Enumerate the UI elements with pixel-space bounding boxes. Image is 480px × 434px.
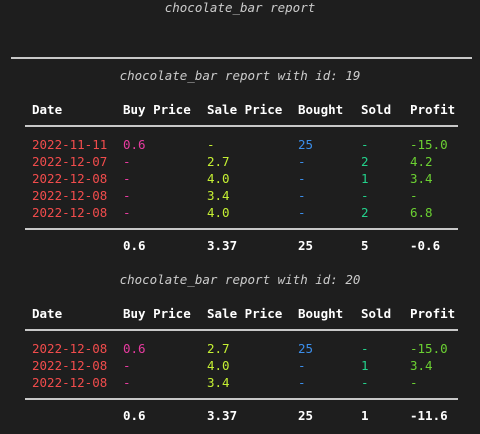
- buy-price-cell: -: [123, 375, 131, 390]
- sale-price-cell: 4.0: [207, 171, 230, 186]
- table-row: 2022-12-07 - 2.7 - 2 4.2: [0, 154, 480, 171]
- total-sold: 1: [361, 408, 369, 423]
- header-bought: Bought: [298, 102, 344, 117]
- header-sale-price: Sale Price: [207, 102, 283, 117]
- bought-cell: -: [298, 171, 306, 186]
- buy-price-cell: -: [123, 205, 131, 220]
- profit-cell: -15.0: [410, 137, 448, 152]
- sold-cell: -: [361, 341, 369, 356]
- sale-price-cell: -: [207, 137, 215, 152]
- totals-divider: [25, 398, 458, 400]
- profit-cell: 4.2: [410, 154, 433, 169]
- date-cell: 2022-12-08: [32, 341, 108, 356]
- total-profit: -11.6: [410, 408, 448, 423]
- bought-cell: -: [298, 154, 306, 169]
- total-buy-price: 0.6: [123, 408, 146, 423]
- header-profit: Profit: [410, 306, 456, 321]
- sold-cell: -: [361, 375, 369, 390]
- bought-cell: 25: [298, 341, 314, 356]
- header-divider: [25, 329, 458, 331]
- section-title: chocolate_bar report with id: 19: [119, 68, 361, 83]
- total-buy-price: 0.6: [123, 238, 146, 253]
- table-row: 2022-11-11 0.6 - 25 - -15.0: [0, 137, 480, 154]
- sold-cell: 2: [361, 154, 369, 169]
- profit-cell: 6.8: [410, 205, 433, 220]
- buy-price-cell: -: [123, 154, 131, 169]
- table-header-row: Date Buy Price Sale Price Bought Sold Pr…: [0, 306, 480, 323]
- total-bought: 25: [298, 408, 314, 423]
- header-sold: Sold: [361, 102, 392, 117]
- bought-cell: -: [298, 205, 306, 220]
- buy-price-cell: -: [123, 358, 131, 373]
- date-cell: 2022-12-08: [32, 205, 108, 220]
- total-sale-price: 3.37: [207, 408, 238, 423]
- header-sale-price: Sale Price: [207, 306, 283, 321]
- section-title: chocolate_bar report with id: 20: [119, 272, 361, 287]
- sold-cell: -: [361, 188, 369, 203]
- header-sold: Sold: [361, 306, 392, 321]
- buy-price-cell: 0.6: [123, 137, 146, 152]
- date-cell: 2022-12-08: [32, 171, 108, 186]
- table-row: 2022-12-08 - 3.4 - - -: [0, 188, 480, 205]
- totals-divider: [25, 228, 458, 230]
- date-cell: 2022-12-08: [32, 358, 108, 373]
- sold-cell: -: [361, 137, 369, 152]
- header-divider: [25, 125, 458, 127]
- sale-price-cell: 2.7: [207, 341, 230, 356]
- bought-cell: -: [298, 188, 306, 203]
- total-bought: 25: [298, 238, 314, 253]
- total-sale-price: 3.37: [207, 238, 238, 253]
- sale-price-cell: 4.0: [207, 205, 230, 220]
- profit-cell: 3.4: [410, 171, 433, 186]
- table-row: 2022-12-08 - 4.0 - 2 6.8: [0, 205, 480, 222]
- header-date: Date: [32, 102, 63, 117]
- sale-price-cell: 3.4: [207, 375, 230, 390]
- total-profit: -0.6: [410, 238, 441, 253]
- profit-cell: -15.0: [410, 341, 448, 356]
- date-cell: 2022-12-07: [32, 154, 108, 169]
- bought-cell: 25: [298, 137, 314, 152]
- date-cell: 2022-12-08: [32, 375, 108, 390]
- profit-cell: -: [410, 188, 418, 203]
- profit-cell: -: [410, 375, 418, 390]
- bought-cell: -: [298, 375, 306, 390]
- header-bought: Bought: [298, 306, 344, 321]
- table-row: 2022-12-08 - 4.0 - 1 3.4: [0, 171, 480, 188]
- report-title: chocolate_bar report: [164, 0, 316, 15]
- header-date: Date: [32, 306, 63, 321]
- sale-price-cell: 3.4: [207, 188, 230, 203]
- buy-price-cell: 0.6: [123, 341, 146, 356]
- profit-cell: 3.4: [410, 358, 433, 373]
- sale-price-cell: 4.0: [207, 358, 230, 373]
- table-row: 2022-12-08 - 3.4 - - -: [0, 375, 480, 392]
- date-cell: 2022-11-11: [32, 137, 108, 152]
- totals-row: 0.6 3.37 25 5 -0.6: [0, 238, 480, 255]
- buy-price-cell: -: [123, 188, 131, 203]
- date-cell: 2022-12-08: [32, 188, 108, 203]
- table-row: 2022-12-08 - 4.0 - 1 3.4: [0, 358, 480, 375]
- header-buy-price: Buy Price: [123, 306, 191, 321]
- header-profit: Profit: [410, 102, 456, 117]
- sold-cell: 1: [361, 358, 369, 373]
- sale-price-cell: 2.7: [207, 154, 230, 169]
- table-row: 2022-12-08 0.6 2.7 25 - -15.0: [0, 341, 480, 358]
- sold-cell: 2: [361, 205, 369, 220]
- header-buy-price: Buy Price: [123, 102, 191, 117]
- report-divider: [11, 57, 472, 59]
- sold-cell: 1: [361, 171, 369, 186]
- totals-row: 0.6 3.37 25 1 -11.6: [0, 408, 480, 425]
- table-header-row: Date Buy Price Sale Price Bought Sold Pr…: [0, 102, 480, 119]
- total-sold: 5: [361, 238, 369, 253]
- buy-price-cell: -: [123, 171, 131, 186]
- bought-cell: -: [298, 358, 306, 373]
